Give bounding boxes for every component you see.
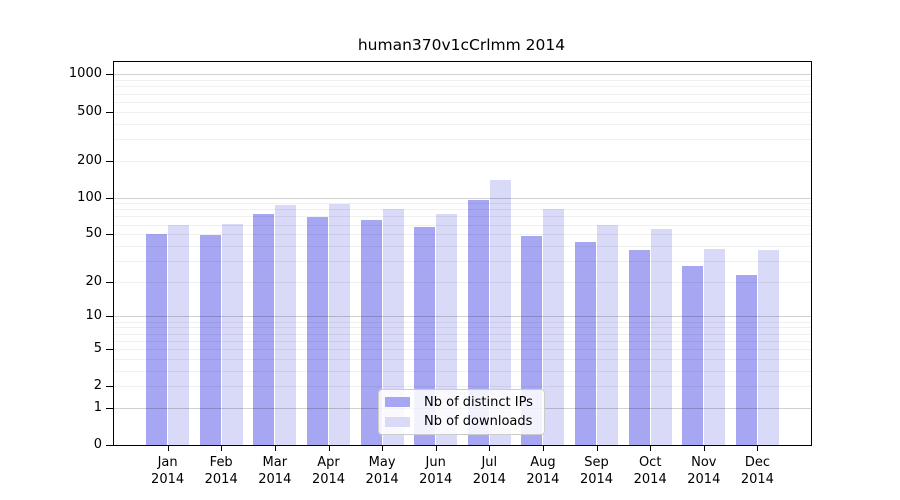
legend-label-downloads: Nb of downloads [424,414,533,430]
x-tick-label-feb: Feb 2014 [204,455,238,487]
x-tick-mark-jun [435,445,437,451]
x-tick-label-sep: Sep 2014 [579,455,614,487]
y-tick-label-0: 0 [93,437,102,452]
y-tick-mark-2 [106,386,113,388]
y-tick-mark-500 [106,111,113,113]
bar-downloads-dec [757,249,779,445]
x-tick-mark-mar [274,445,276,451]
bar-downloads-may [382,209,404,445]
bar-distinct-ips-nov [682,266,704,445]
bar-downloads-feb [221,223,243,445]
x-tick-label-oct: Oct 2014 [633,455,667,487]
bar-downloads-apr [329,204,350,445]
x-tick-mark-nov [703,445,705,451]
y-tick-mark-50 [106,234,113,236]
y-tick-label-10: 10 [85,308,102,324]
y-tick-mark-10 [106,316,113,318]
legend-item-distinct-ips: Nb of distinct IPs [385,395,544,410]
bar-downloads-jul [489,179,511,445]
gridline-90 [114,203,811,205]
x-tick-label-apr: Apr 2014 [311,455,346,487]
y-tick-label-200: 200 [77,152,102,168]
x-tick-label-jan: Jan 2014 [151,455,185,487]
bar-downloads-jan [168,224,190,445]
bar-distinct-ips-dec [735,274,757,445]
gridline-80 [114,209,811,211]
x-tick-label-jul: Jul 2014 [472,455,506,487]
gridline-300 [114,138,811,140]
bar-distinct-ips-may [360,220,382,445]
bar-distinct-ips-mar [253,214,275,445]
y-tick-mark-1000 [106,74,113,76]
y-tick-mark-200 [106,160,113,162]
bar-downloads-sep [597,224,618,445]
legend-item-downloads: Nb of downloads [385,414,544,429]
y-tick-label-5: 5 [93,340,102,356]
x-tick-label-may: May 2014 [365,455,399,487]
bar-downloads-mar [275,204,297,445]
gridline-500 [114,111,811,113]
x-tick-mark-sep [596,445,598,451]
y-tick-mark-1 [106,407,113,409]
gridline-800 [114,86,811,88]
bar-distinct-ips-oct [628,249,650,445]
bar-distinct-ips-jul [467,200,489,445]
y-tick-mark-20 [106,281,113,283]
x-tick-label-jun: Jun 2014 [419,455,453,487]
x-tick-mark-jan [167,445,169,451]
x-tick-mark-aug [542,445,544,451]
x-tick-mark-dec [757,445,759,451]
gridline-60 [114,224,811,226]
y-tick-mark-5 [106,348,113,350]
x-tick-label-mar: Mar 2014 [258,455,292,487]
gridline-1000 [114,74,811,76]
legend: Nb of distinct IPs Nb of downloads [378,389,545,435]
gridline-400 [114,123,811,125]
gridline-100 [114,197,811,199]
bar-downloads-jun [436,214,458,445]
y-tick-mark-0 [106,445,113,446]
gridline-600 [114,101,811,103]
x-tick-label-aug: Aug 2014 [526,455,560,487]
bar-distinct-ips-apr [307,217,328,445]
x-tick-label-dec: Dec 2014 [740,455,774,487]
x-tick-mark-oct [650,445,652,451]
x-tick-mark-jul [489,445,491,451]
gridline-200 [114,160,811,162]
bar-distinct-ips-jan [146,234,168,445]
legend-label-distinct-ips: Nb of distinct IPs [424,394,533,410]
bar-distinct-ips-sep [575,242,596,445]
y-tick-mark-100 [106,197,113,199]
y-tick-label-100: 100 [77,189,102,205]
x-tick-label-nov: Nov 2014 [687,455,721,487]
bar-distinct-ips-feb [199,235,221,445]
x-tick-mark-feb [221,445,223,451]
gridline-70 [114,216,811,218]
bar-downloads-aug [543,209,565,445]
x-tick-mark-apr [328,445,330,451]
gridline-900 [114,80,811,82]
chart-title: human370v1cCrlmm 2014 [357,36,566,54]
gridline-700 [114,93,811,95]
y-tick-label-500: 500 [77,103,102,119]
legend-swatch-distinct-ips [385,397,410,408]
x-tick-mark-may [382,445,384,451]
y-tick-label-1000: 1000 [68,66,102,82]
y-tick-label-1: 1 [93,399,102,415]
y-tick-label-20: 20 [85,273,102,289]
bar-downloads-oct [650,229,672,445]
legend-swatch-downloads [385,416,410,427]
y-tick-label-2: 2 [93,378,102,394]
y-tick-label-50: 50 [85,226,102,242]
bar-downloads-nov [704,248,726,445]
